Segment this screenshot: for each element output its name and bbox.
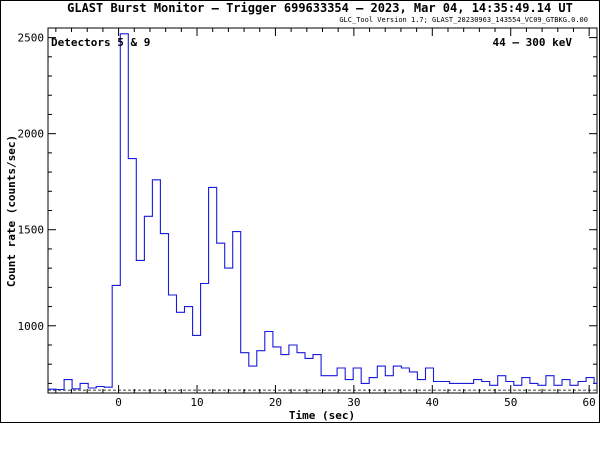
chart-title: GLAST Burst Monitor – Trigger 699633354 … [67,1,573,15]
detectors-annotation: Detectors 5 & 9 [51,36,150,49]
y-axis-label: Count rate (counts/sec) [5,135,18,287]
x-axis-ticks: 0 10 20 30 40 50 60 [115,28,596,409]
x-tick-label: 40 [426,396,439,409]
x-tick-label: 30 [347,396,360,409]
y-tick-label: 1500 [18,224,45,237]
y-tick-label: 2500 [18,32,45,45]
x-tick-label: 60 [583,396,596,409]
x-tick-label: 20 [269,396,282,409]
chart-subtitle: GLC_Tool Version 1.7; GLAST_20230963_143… [339,16,588,24]
count-rate-step-line [48,33,597,391]
x-axis-label: Time (sec) [289,409,355,422]
y-tick-label: 2000 [18,128,45,141]
energy-band-annotation: 44 – 300 keV [493,36,573,49]
y-tick-label: 1000 [18,320,45,333]
y-axis-ticks: 1000 1500 2000 2500 [18,32,597,333]
x-tick-label: 10 [190,396,203,409]
x-tick-label: 0 [115,396,122,409]
x-tick-label: 50 [504,396,517,409]
